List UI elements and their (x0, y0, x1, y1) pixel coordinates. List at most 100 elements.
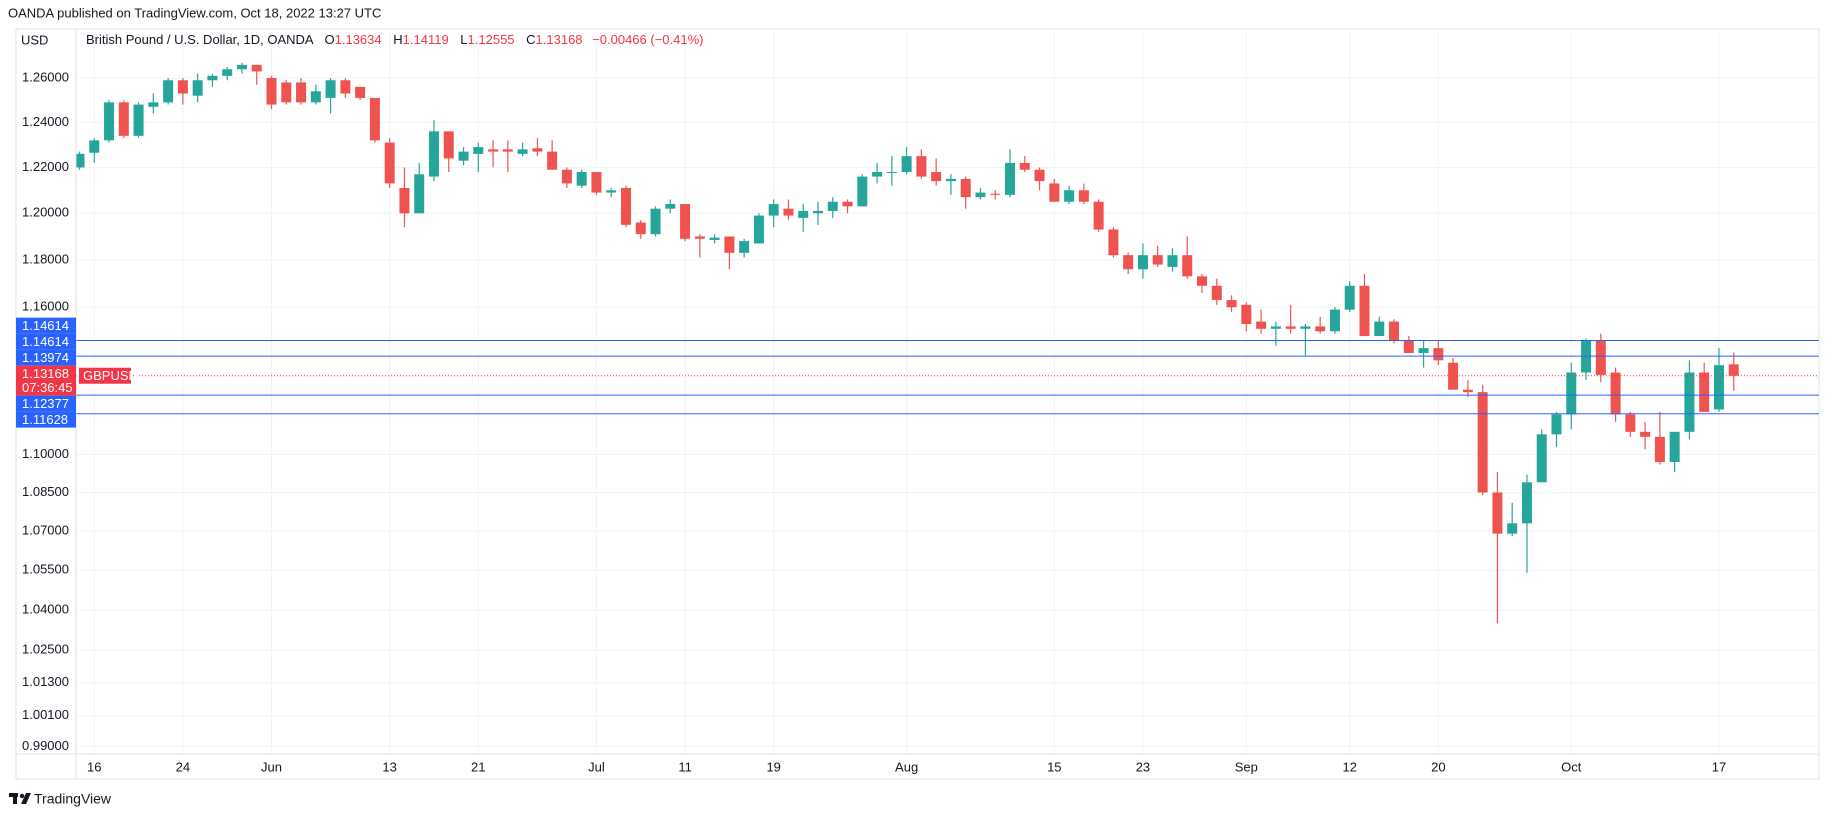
candle-body (606, 190, 617, 193)
candle-body (1566, 372, 1577, 415)
price-label-box (16, 349, 76, 366)
candle-body (813, 210, 823, 214)
candle-body (945, 178, 956, 182)
ohlc-value: 1.13634 (335, 32, 382, 47)
y-tick-label: 1.08500 (22, 484, 69, 499)
candle-body (1684, 372, 1695, 432)
ohlc-value: 1.13168 (536, 32, 583, 47)
price-label: 1.14614 (22, 334, 69, 349)
candle-body (724, 236, 735, 253)
grid (76, 29, 1819, 754)
candle-body (1152, 255, 1163, 265)
candle-body (192, 80, 203, 96)
ohlc-value: 1.14119 (403, 32, 449, 47)
candle-body (104, 102, 115, 141)
ohlc-letter: C (526, 32, 535, 47)
x-tick-label: 12 (1342, 759, 1356, 774)
countdown: 07:36:45 (22, 380, 73, 395)
candle-body (1167, 255, 1178, 267)
ohlc-letter: H (393, 32, 402, 47)
candle-body (517, 149, 528, 154)
candle-body (502, 149, 513, 152)
y-tick-label: 1.18000 (22, 251, 69, 266)
candle-body (783, 208, 794, 216)
candle-body (1256, 321, 1267, 329)
candle-body (1315, 326, 1326, 332)
candle-body (1581, 340, 1592, 373)
legend: British Pound / U.S. Dollar, 1D, OANDA O… (86, 32, 703, 47)
candle-body (325, 80, 336, 98)
candle-body (1640, 431, 1651, 437)
candle-body (488, 149, 499, 152)
candle-body (148, 102, 159, 107)
ohlc-letter: O (325, 32, 335, 47)
y-tick-label: 1.01300 (22, 674, 69, 689)
y-tick-label: 1.04000 (22, 601, 69, 616)
candle-body (1418, 348, 1429, 354)
candle-body (960, 178, 971, 198)
candle-body (753, 215, 764, 244)
candle-body (1477, 392, 1488, 493)
y-tick-label: 1.16000 (22, 299, 69, 314)
candle-body (1182, 255, 1193, 277)
candle-body (89, 140, 100, 153)
candle-body (1049, 183, 1060, 202)
ohlc-value: 1.12555 (468, 32, 515, 47)
candle-body (458, 151, 469, 161)
symbol-title: British Pound / U.S. Dollar, 1D, OANDA (86, 32, 314, 47)
candle-body (1433, 348, 1444, 361)
y-tick-label: 1.10000 (22, 446, 69, 461)
candle-body (1300, 326, 1311, 329)
candle-body (1521, 482, 1532, 524)
candle-body (1123, 255, 1134, 270)
price-label: 1.11628 (22, 412, 68, 427)
candle-body (1344, 285, 1355, 310)
candle-body (473, 147, 484, 154)
logo-part (13, 793, 17, 804)
candle-body (1034, 169, 1045, 182)
candle-body (118, 102, 129, 136)
candle-body (222, 69, 233, 76)
candle-body (1610, 372, 1621, 415)
candle-body (133, 104, 144, 136)
logo-part (19, 793, 25, 799)
y-tick-label: 1.05500 (22, 562, 69, 577)
x-tick-label: 16 (87, 759, 101, 774)
x-tick-label: 11 (678, 759, 692, 774)
price-label: 1.13974 (22, 350, 69, 365)
candle-body (1403, 340, 1414, 354)
candle-body (1669, 431, 1680, 462)
x-tick-label: 17 (1712, 759, 1726, 774)
candle-body (163, 80, 174, 103)
x-tick-label: 13 (382, 759, 396, 774)
candle-body (355, 86, 366, 98)
price-label: 1.12377 (22, 396, 69, 411)
candle-body (443, 131, 454, 159)
candle-body (1108, 229, 1119, 256)
footer-logo (9, 793, 31, 804)
candle-body (591, 172, 602, 193)
x-tick-label: 15 (1047, 759, 1061, 774)
candle-body (709, 237, 720, 240)
plot-area (76, 62, 1819, 624)
x-tick-label: Sep (1235, 759, 1258, 774)
candle-body (931, 172, 942, 182)
candle-body (251, 64, 262, 72)
candle-body (1270, 326, 1281, 329)
candle-body (901, 156, 912, 173)
candle-body (1625, 414, 1636, 432)
last-price-label: 1.13168 (22, 366, 69, 381)
candle-body (1462, 389, 1473, 393)
candle-body (296, 82, 307, 103)
y-tick-label: 0.99000 (22, 738, 69, 753)
axes: 1.26000 1.24000 1.22000 1.20000 1.18000 1.160… (16, 69, 1726, 774)
candle-body (1492, 492, 1503, 534)
x-tick-label: Jul (588, 759, 605, 774)
candle-body (1285, 326, 1296, 329)
y-tick-label: 1.00100 (22, 707, 69, 722)
x-tick-label: 20 (1431, 759, 1445, 774)
candle-body (1713, 365, 1724, 410)
candle-body (1699, 372, 1710, 412)
price-label-box (16, 333, 76, 350)
